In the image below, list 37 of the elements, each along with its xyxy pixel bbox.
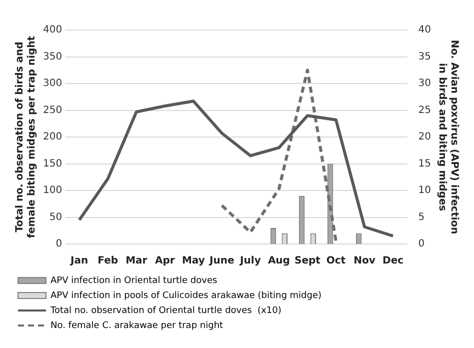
x-tick-label: May: [182, 256, 206, 267]
x-tick-label: Oct: [326, 256, 346, 267]
legend-label: APV infection in pools of Culicoides arakawae (biting midge): [50, 290, 322, 301]
y-axis-title: Total no. observation of birds and female biting midges per trap night: [14, 36, 38, 238]
x-tick-label: Feb: [98, 256, 118, 267]
y-tick-label: 150: [42, 158, 62, 170]
x-tick-label: June: [208, 256, 235, 267]
y2-tick-label: 5: [418, 212, 425, 223]
y-tick-label: 250: [42, 104, 62, 116]
y2-tick-label: 35: [418, 51, 432, 62]
x-tick-label: July: [239, 256, 262, 267]
y-tick-label: 100: [42, 185, 62, 196]
legend-label: Total no. observation of Oriental turtle doves (x10): [50, 306, 282, 316]
y-tick-label: 200: [42, 132, 62, 143]
y2-tick-label: 30: [418, 78, 432, 90]
y-tick-label: 300: [42, 78, 62, 90]
y-tick-label: 0: [56, 238, 62, 250]
y2-tick-label: 25: [418, 104, 432, 116]
x-tick-label: Jan: [70, 256, 88, 267]
y2-tick-label: 10: [418, 185, 432, 196]
line-series: [220, 68, 338, 243]
x-tick-label: Mar: [126, 256, 148, 267]
y-tick-label: 50: [49, 212, 62, 223]
y2-tick-label: 20: [418, 132, 432, 143]
y-tick-label: 350: [42, 51, 62, 62]
y2-axis-title: No. Avian poxvirus (APV) infection in birds and biting midges: [436, 40, 460, 234]
y-tick-label: 400: [42, 24, 62, 36]
y2-tick-label: 0: [418, 238, 425, 250]
y2-tick-label: 15: [418, 158, 432, 170]
x-tick-label: Nov: [354, 256, 376, 267]
legend-label: APV infection in Oriental turtle doves: [50, 276, 218, 286]
legend-label: No. female C. arakawae per trap night: [50, 320, 224, 331]
x-tick-label: Sept: [294, 256, 321, 267]
x-tick-label: Apr: [154, 256, 175, 267]
x-tick-label: Aug: [268, 256, 290, 267]
y2-tick-label: 40: [418, 24, 432, 36]
x-tick-label: Dec: [382, 256, 404, 267]
